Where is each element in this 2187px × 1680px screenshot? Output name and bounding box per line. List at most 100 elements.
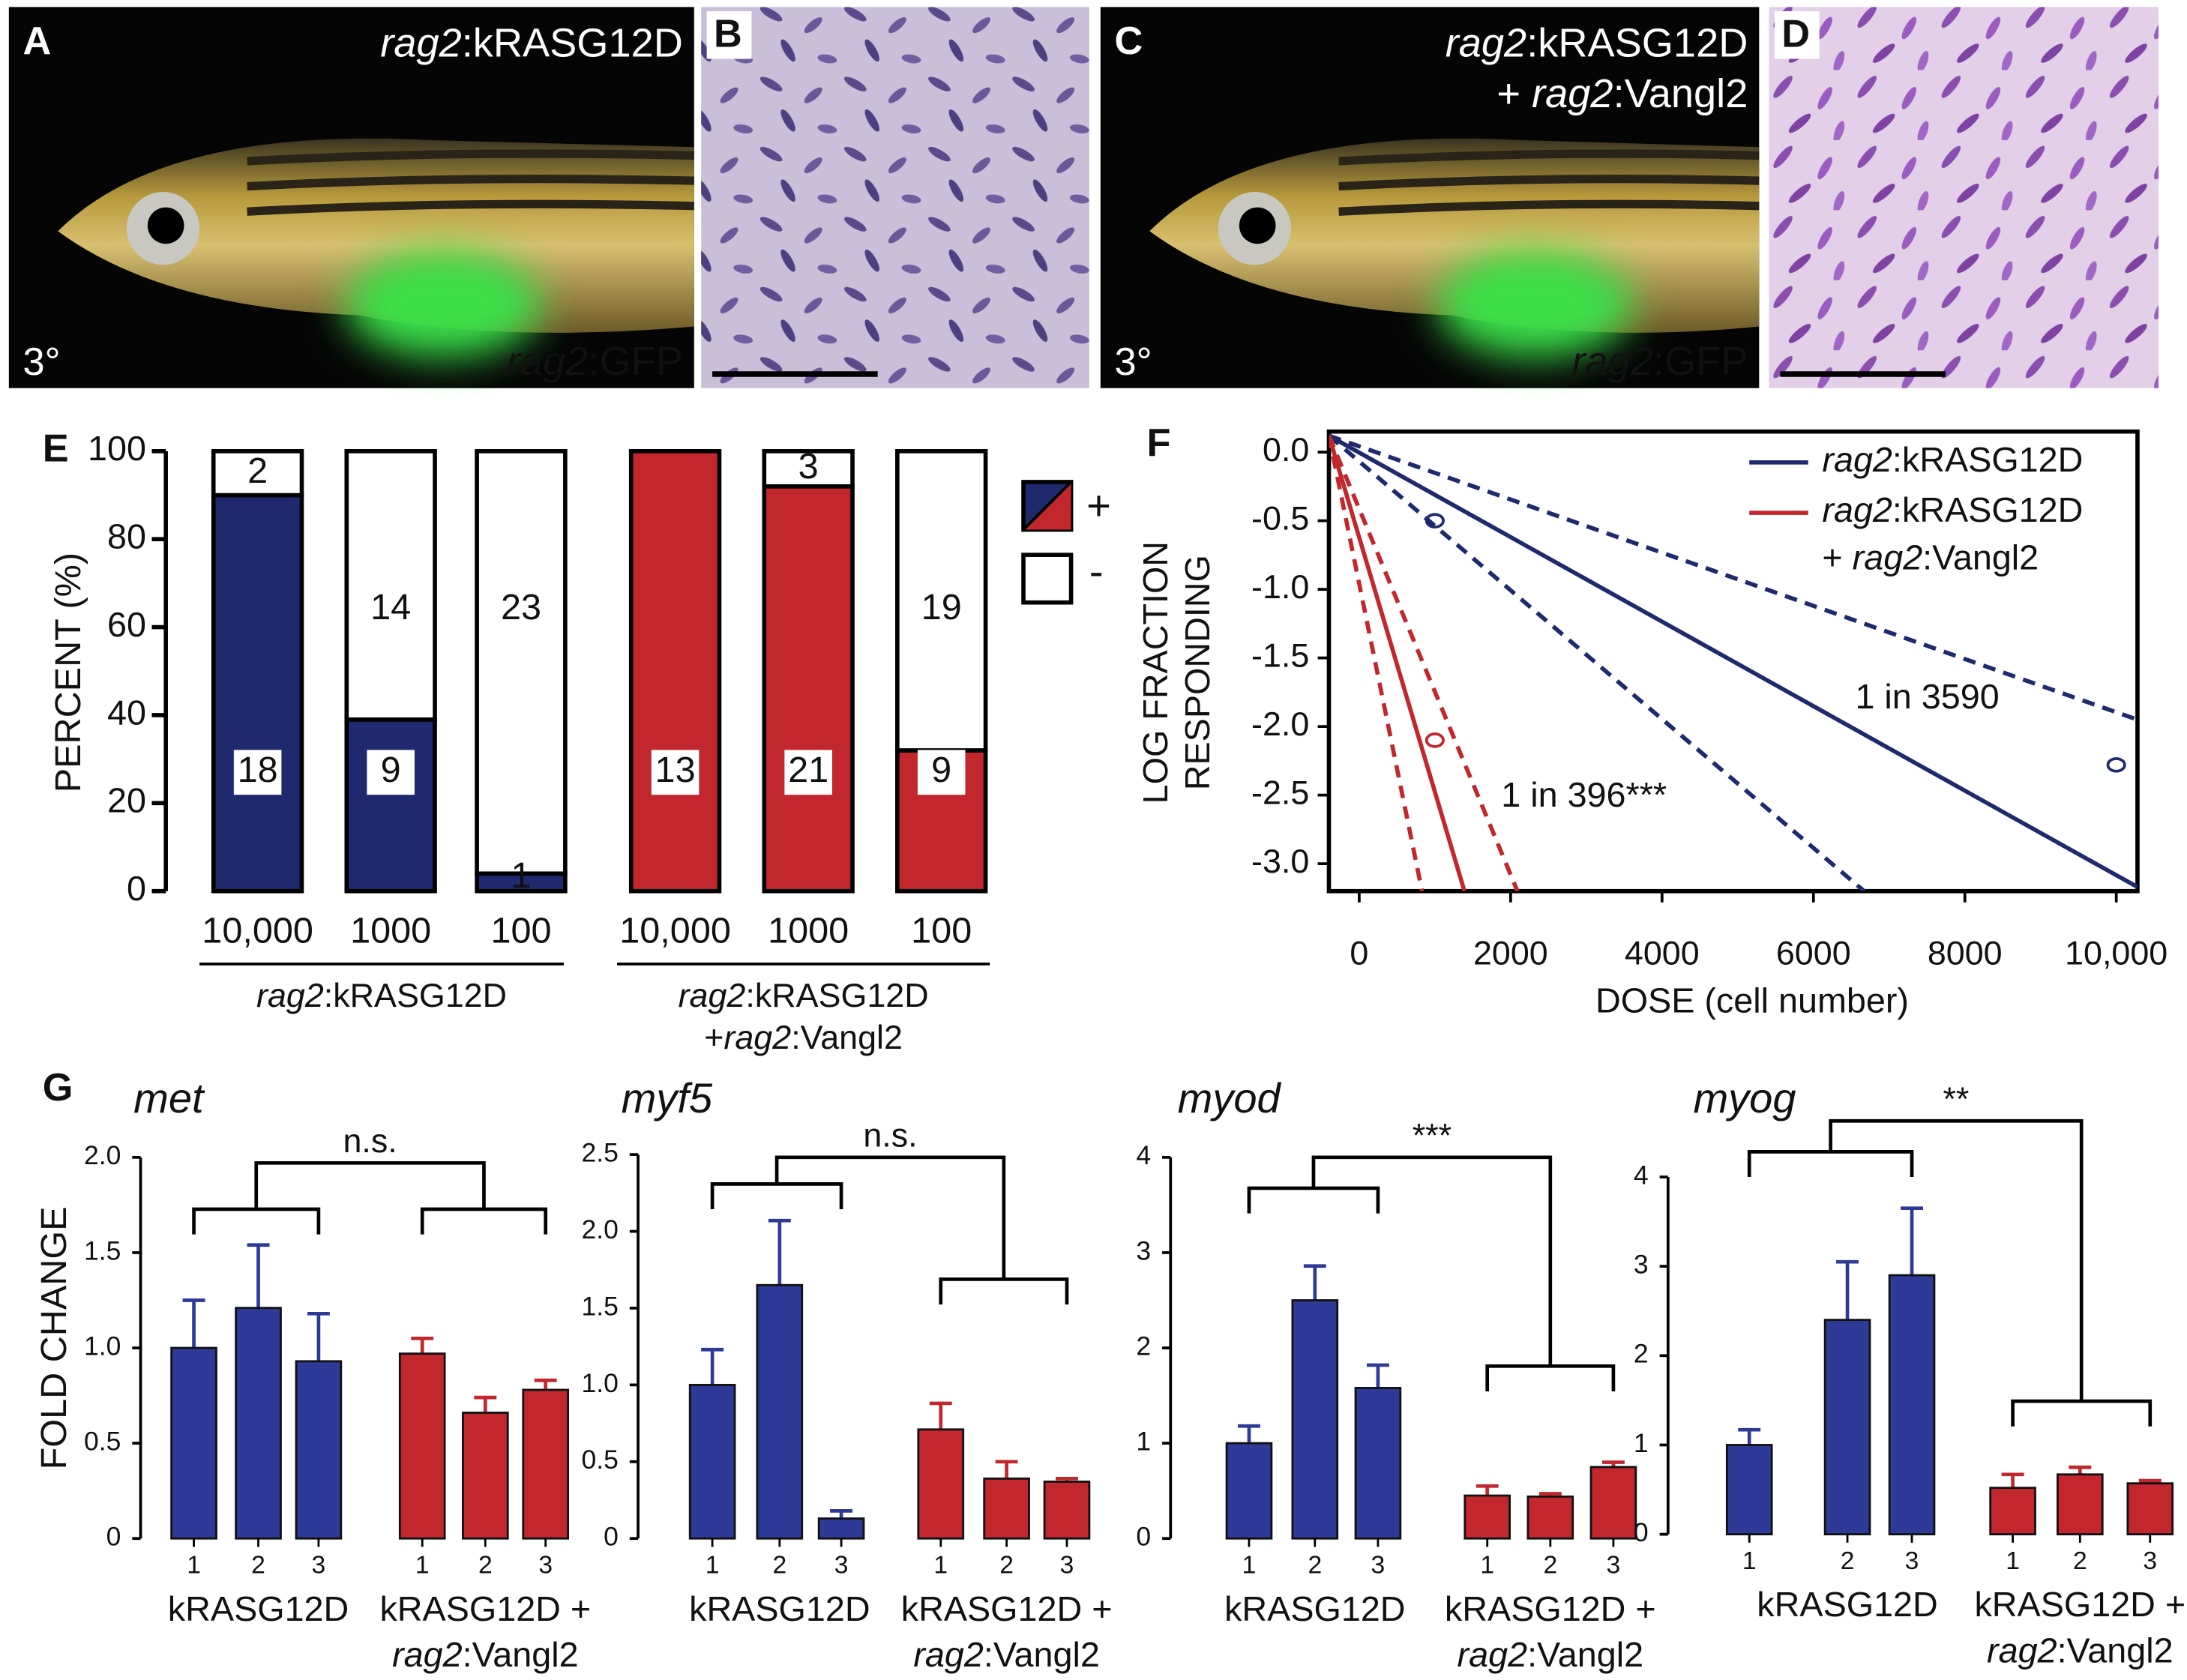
- bar: [2126, 1482, 2174, 1536]
- panel-letter: F: [1147, 421, 1171, 465]
- y-tick-label: 0.0: [1263, 430, 1309, 469]
- x-tick-label: 3: [1905, 1547, 1919, 1575]
- group-label-part: rag2: [913, 1635, 984, 1674]
- count-label: 14: [370, 587, 411, 627]
- panel-corner: 3°: [1115, 340, 1152, 384]
- letter-box: [706, 10, 752, 59]
- y-axis-label: PERCENT (%): [48, 553, 88, 792]
- count-label: 13: [655, 750, 696, 790]
- x-tick-label: 2: [478, 1551, 493, 1579]
- count-box: [651, 750, 700, 795]
- x-tick-label: 6000: [1776, 934, 1851, 972]
- fish-stripe: [1338, 175, 1760, 191]
- y-tick-label: 1.0: [582, 1368, 619, 1398]
- bar-positive: [628, 449, 722, 894]
- y-tick-label: -2.5: [1251, 773, 1309, 811]
- y-tick-label: 4: [1136, 1140, 1151, 1170]
- bar: [1354, 1387, 1402, 1540]
- group-label: rag2:kRASG12D: [256, 976, 507, 1014]
- y-tick-label: 0: [1634, 1517, 1649, 1547]
- annotation: 1 in 3590: [1855, 677, 1999, 716]
- group-label: rag2:kRASG12D: [679, 976, 929, 1014]
- x-tick-label: 1: [706, 1551, 720, 1579]
- x-tick-label: 2: [251, 1551, 265, 1579]
- y-tick-label: 0.5: [582, 1445, 619, 1475]
- y-tick-label: 100: [88, 429, 146, 468]
- count-label: 21: [788, 750, 828, 790]
- bar: [522, 1388, 570, 1540]
- y-tick-label: 3: [1136, 1235, 1151, 1265]
- y-tick-label: 3: [1634, 1250, 1649, 1280]
- bracket: [1247, 1186, 1380, 1214]
- bracket: [254, 1160, 486, 1209]
- x-tick-label: 0: [1350, 934, 1368, 972]
- legend-label-part: rag2: [1822, 440, 1892, 479]
- x-tick-label: 2: [2073, 1547, 2087, 1575]
- group-label-part: rag2: [679, 976, 746, 1014]
- group-label: kRASG12D +: [379, 1589, 591, 1628]
- bracket: [420, 1207, 548, 1235]
- x-tick-label: 1: [1480, 1551, 1494, 1579]
- letter-box: [1774, 10, 1820, 59]
- fish-stripe: [247, 175, 694, 191]
- y-tick-label: 60: [107, 605, 146, 644]
- panel-caption-part: :kRASG12D: [1526, 21, 1748, 66]
- bracket: [774, 1155, 1006, 1280]
- fish-stripe: [247, 199, 694, 216]
- legend-label-part: :Vangl2: [1922, 538, 2039, 577]
- legend-label-part: rag2: [1853, 538, 1923, 577]
- count-label: 3: [798, 446, 819, 487]
- y-tick-label: 40: [107, 693, 146, 732]
- group-label: rag2:Vangl2: [913, 1635, 1100, 1674]
- data-point: [2106, 757, 2126, 773]
- bar-negative: [211, 449, 304, 498]
- group-label-part: rag2: [256, 976, 324, 1014]
- bracket: [2011, 1399, 2153, 1427]
- bar: [983, 1477, 1030, 1540]
- bar: [295, 1360, 343, 1540]
- x-tick-label: 1000: [768, 911, 849, 951]
- bar: [1463, 1494, 1511, 1540]
- x-tick-label: 3: [1060, 1551, 1074, 1579]
- group-label-part: :Vangl2: [1527, 1635, 1643, 1674]
- x-tick-label: 1000: [350, 911, 431, 951]
- group-label-part: :Vangl2: [2057, 1631, 2174, 1670]
- y-tick-label: 20: [107, 781, 146, 820]
- legend-label-part: :kRASG12D: [1892, 490, 2083, 529]
- y-tick-label: 0: [127, 869, 146, 908]
- bar: [398, 1352, 446, 1540]
- count-box: [367, 750, 415, 795]
- count-label: 9: [381, 750, 401, 790]
- fish-stripe: [247, 149, 694, 166]
- y-tick-label: 1.5: [84, 1235, 121, 1265]
- x-tick-label: 100: [490, 911, 551, 951]
- bar-positive: [344, 717, 437, 894]
- group-label: kRASG12D: [168, 1589, 349, 1628]
- ci-line: [1329, 434, 1866, 891]
- panel-letter: B: [714, 12, 742, 55]
- panel-marker-part: rag2: [1571, 339, 1652, 384]
- panel-letter: C: [1115, 19, 1143, 63]
- histology: [1769, 7, 2159, 388]
- bracket: [192, 1207, 321, 1235]
- x-tick-label: 2000: [1473, 934, 1548, 972]
- group-label-part: rag2: [724, 1018, 791, 1056]
- bar: [1291, 1299, 1339, 1540]
- tumor-gfp: [345, 250, 542, 358]
- y-tick-label: 2.5: [582, 1137, 619, 1167]
- x-tick-label: 3: [312, 1551, 326, 1579]
- fish-stripe: [1338, 149, 1760, 166]
- bar: [756, 1283, 804, 1540]
- y-tick-label: 0: [1136, 1522, 1151, 1552]
- x-tick-label: 3: [834, 1551, 849, 1579]
- legend-label: +: [1086, 481, 1111, 529]
- bar: [1225, 1442, 1273, 1540]
- count-label: 1: [511, 855, 531, 896]
- x-tick-label: 1: [1242, 1551, 1257, 1579]
- y-tick-label: 0: [604, 1522, 619, 1552]
- ci-line: [1329, 435, 1425, 891]
- group-label: rag2:Vangl2: [1458, 1635, 1644, 1674]
- x-tick-label: 8000: [1928, 934, 2003, 972]
- x-tick-label: 2: [999, 1551, 1014, 1579]
- x-tick-label: 2: [1841, 1547, 1855, 1575]
